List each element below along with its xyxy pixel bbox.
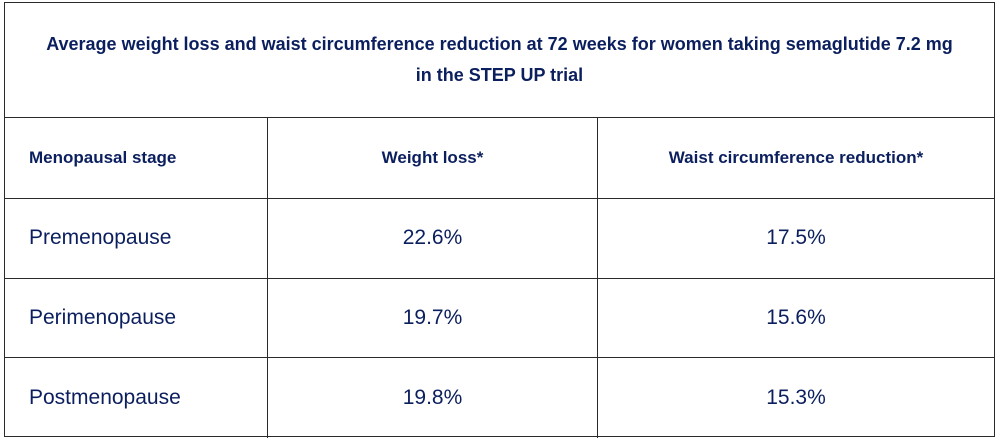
column-header-menopausal-stage: Menopausal stage [5, 118, 268, 198]
stage-cell: Premenopause [5, 199, 268, 278]
header-row: Menopausal stage Weight loss* Waist circ… [5, 118, 994, 199]
weight-loss-cell: 19.8% [268, 358, 598, 438]
column-header-waist-reduction: Waist circumference reduction* [668, 148, 924, 167]
waist-reduction-cell: 17.5% [766, 226, 826, 250]
table-title-row: Average weight loss and waist circumfere… [5, 3, 994, 118]
waist-reduction-cell: 15.3% [766, 385, 826, 409]
table-title: Average weight loss and waist circumfere… [46, 34, 953, 85]
table-row: Postmenopause 19.8% 15.3% [5, 358, 994, 438]
stage-cell: Perimenopause [5, 278, 268, 357]
stage-cell: Postmenopause [5, 358, 268, 438]
table-row: Perimenopause 19.7% 15.6% [5, 278, 994, 358]
data-table: Average weight loss and waist circumfere… [4, 2, 995, 438]
column-header-weight-loss: Weight loss* [268, 118, 598, 198]
table-row: Premenopause 22.6% 17.5% [5, 199, 994, 279]
waist-reduction-cell: 15.6% [766, 305, 826, 329]
weight-loss-cell: 22.6% [268, 199, 598, 278]
weight-loss-cell: 19.7% [268, 278, 598, 357]
